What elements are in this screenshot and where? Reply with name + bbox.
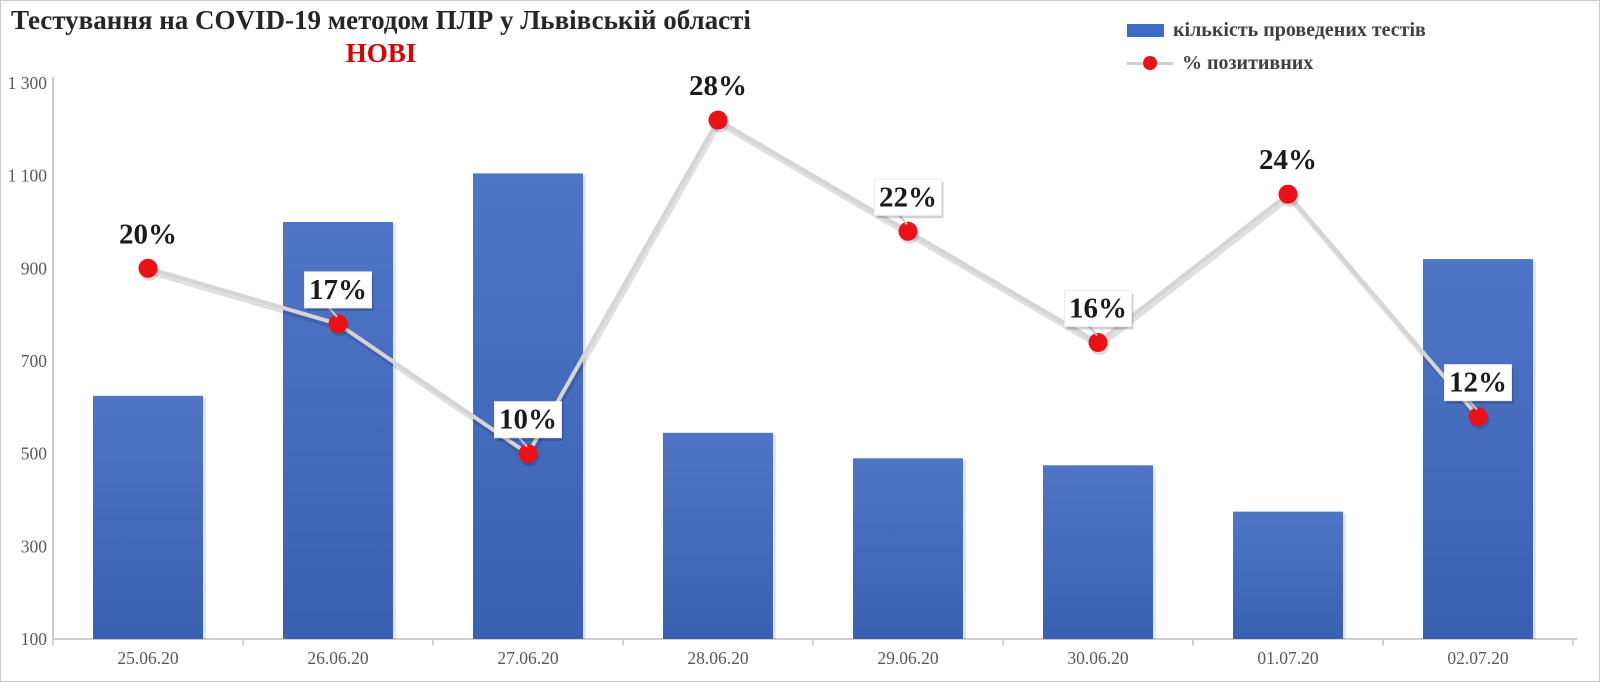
- legend: кількість проведених тестів % позитивних: [1127, 17, 1426, 76]
- chart-title: Тестування на COVID-19 методом ПЛР у Льв…: [11, 5, 751, 35]
- percent-label: 12%: [1449, 367, 1507, 399]
- x-tick-label: 01.07.20: [1257, 648, 1319, 668]
- percent-marker: [518, 444, 538, 464]
- y-tick-label: 1 300: [8, 73, 48, 93]
- y-tick-label: 700: [21, 351, 48, 371]
- legend-tests-label: кількість проведених тестів: [1173, 18, 1426, 41]
- percent-label: 28%: [689, 70, 747, 102]
- legend-bar-swatch-icon: [1127, 23, 1164, 37]
- percent-label-box: [1064, 290, 1132, 327]
- percent-label: 24%: [1259, 144, 1317, 176]
- x-tick-label: 30.06.20: [1067, 648, 1129, 668]
- percent-marker: [328, 314, 348, 334]
- percent-labels: 20% 17% 10% 28% 22% 16% 24% 12%: [119, 70, 1514, 448]
- legend-line-marker-icon: [1127, 56, 1173, 70]
- axes: [52, 77, 1577, 646]
- percent-label: 20%: [119, 218, 177, 250]
- x-tick-label: 29.06.20: [877, 648, 939, 668]
- percent-line: [147, 118, 1480, 456]
- x-tick-label: 25.06.20: [117, 648, 179, 668]
- bar: [1423, 259, 1533, 639]
- percent-marker: [898, 221, 918, 241]
- bar: [1233, 511, 1343, 639]
- percent-markers: [138, 110, 1489, 467]
- x-axis-labels: 25.06.20 26.06.20 27.06.20 28.06.20 29.06.20…: [117, 648, 1509, 668]
- percent-label-box: [494, 401, 562, 439]
- bar: [663, 432, 773, 639]
- percent-label: 17%: [309, 274, 367, 306]
- x-tick-label: 02.07.20: [1447, 648, 1509, 668]
- percent-line-series: [147, 118, 1482, 460]
- percent-label: 16%: [1069, 293, 1127, 325]
- percent-label-box: [304, 271, 372, 309]
- bars-series: [93, 173, 1536, 640]
- bar: [1043, 465, 1153, 640]
- bar: [93, 395, 203, 640]
- y-tick-label: 1 100: [8, 166, 48, 186]
- y-tick-label: 300: [21, 536, 48, 556]
- x-tick-label: 28.06.20: [687, 648, 749, 668]
- percent-marker: [1088, 333, 1108, 352]
- legend-item-positive: % позитивних: [1127, 50, 1426, 76]
- percent-marker: [138, 258, 158, 278]
- percent-marker: [1468, 407, 1488, 427]
- legend-positive-label: % позитивних: [1182, 51, 1314, 74]
- bar: [853, 458, 963, 639]
- chart-subtitle: НОВІ: [345, 38, 417, 68]
- percent-label-box: [874, 178, 942, 216]
- percent-marker: [1278, 184, 1298, 204]
- y-tick-label: 900: [21, 258, 48, 278]
- x-tick-label: 26.06.20: [307, 648, 369, 668]
- percent-label-box: [1444, 364, 1512, 402]
- y-tick-label: 100: [21, 629, 48, 649]
- legend-item-tests: кількість проведених тестів: [1127, 17, 1426, 43]
- percent-label: 22%: [879, 181, 937, 213]
- x-tick-label: 27.06.20: [497, 648, 559, 668]
- y-tick-label: 500: [21, 444, 48, 464]
- y-axis-labels: 100 300 500 700 900 1 100 1 300: [8, 73, 48, 649]
- percent-label: 10%: [499, 404, 557, 436]
- percent-marker: [708, 110, 728, 130]
